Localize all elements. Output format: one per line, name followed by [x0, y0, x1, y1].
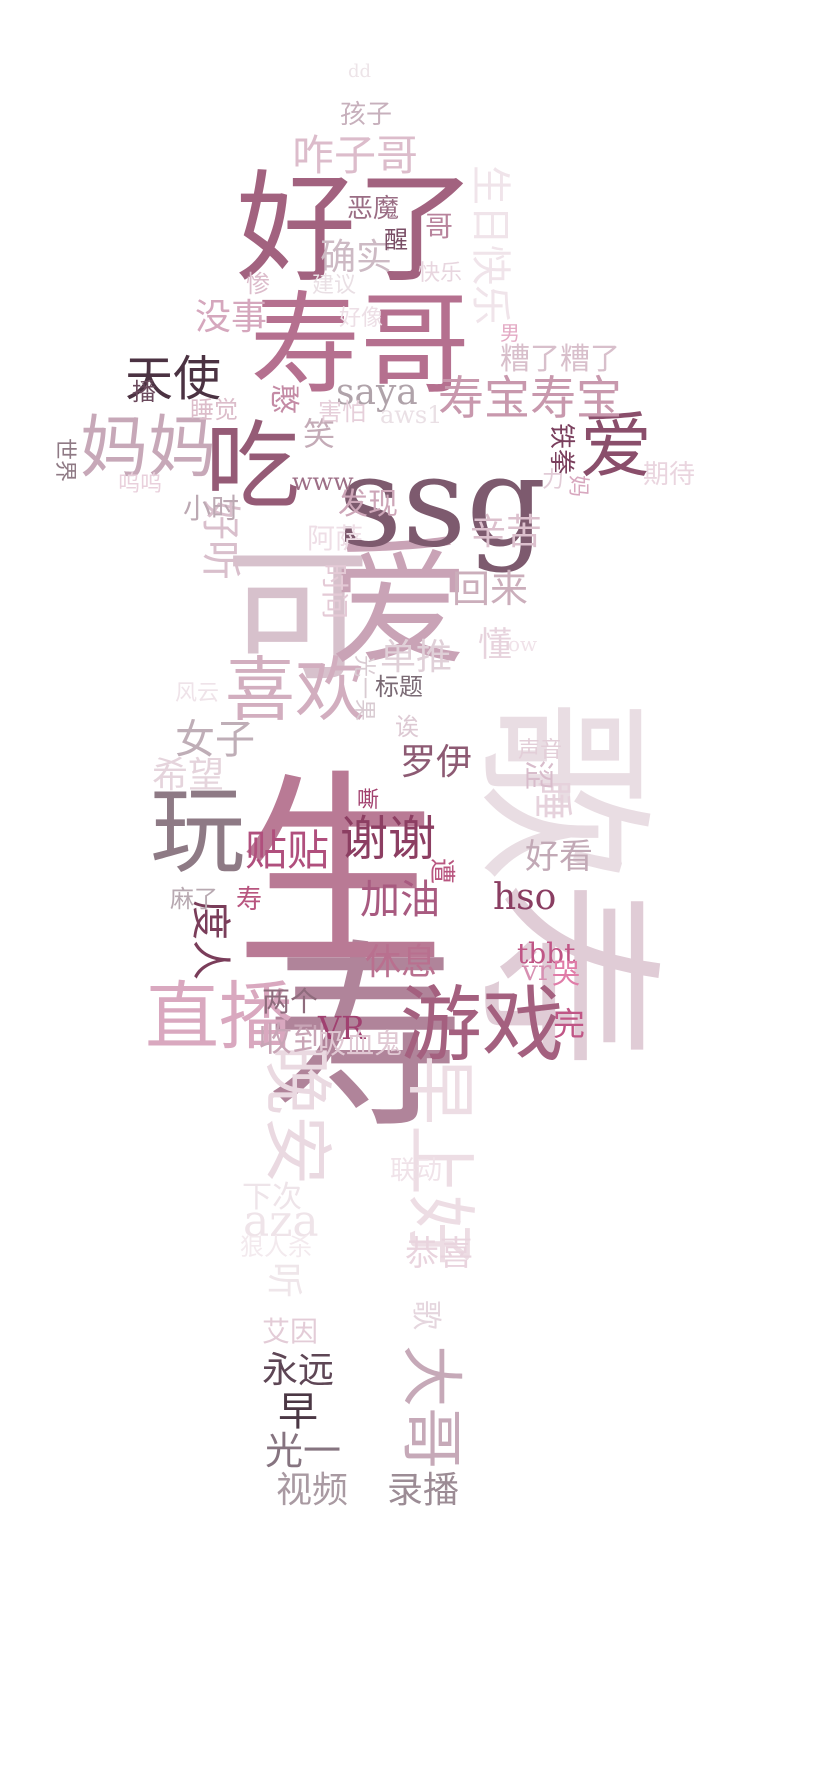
- cloud-word: 永远: [262, 1350, 335, 1391]
- cloud-word: 咋子哥: [292, 131, 419, 180]
- cloud-word: 直播: [145, 974, 293, 1060]
- cloud-word: aws1: [380, 401, 443, 429]
- cloud-word: 生日快乐: [467, 165, 513, 325]
- cloud-word: 完: [553, 1005, 586, 1043]
- cloud-word: 晚安: [256, 1045, 338, 1185]
- cloud-word: 女子: [175, 717, 255, 763]
- cloud-word: 害怕: [318, 398, 366, 426]
- cloud-word: 两个: [262, 985, 319, 1018]
- cloud-word: 涩: [520, 760, 555, 790]
- cloud-word: 大哥: [395, 1345, 468, 1470]
- cloud-word: 好了: [236, 160, 476, 299]
- cloud-word: 惨: [246, 270, 270, 298]
- cloud-word: 光一果: [351, 655, 376, 722]
- cloud-word: 罗伊: [400, 742, 473, 783]
- cloud-word: 快乐: [418, 261, 463, 286]
- cloud-word: 光一: [265, 1429, 342, 1473]
- cloud-word: 联动: [390, 1156, 443, 1186]
- cloud-word: dd: [348, 61, 372, 82]
- cloud-word: 寿: [236, 885, 263, 915]
- cloud-word: 狠人杀: [240, 1233, 312, 1261]
- cloud-word: 小时: [183, 492, 240, 525]
- cloud-word: VR: [318, 1009, 366, 1047]
- cloud-word: 嘶: [357, 788, 380, 813]
- cloud-word: 早: [278, 1389, 318, 1435]
- cloud-word: 恶魔: [347, 194, 400, 224]
- cloud-word: 加油: [360, 877, 440, 923]
- cloud-word: 天使: [125, 351, 222, 407]
- cloud-word: 诶: [395, 713, 419, 741]
- cloud-word: www: [292, 468, 354, 496]
- cloud-word: 风云: [175, 681, 220, 706]
- cloud-word: 单推: [380, 637, 453, 678]
- cloud-word: ow: [508, 632, 538, 656]
- cloud-word: 恭喜: [405, 1234, 473, 1274]
- cloud-word: 听: [263, 1262, 304, 1299]
- cloud-word: 下次: [242, 1180, 302, 1215]
- cloud-word: 爱: [580, 404, 653, 488]
- cloud-word: 录播: [387, 1470, 460, 1511]
- cloud-word: 时间: [318, 563, 351, 620]
- cloud-word: tbbt: [517, 937, 576, 970]
- cloud-word: 寿: [265, 923, 466, 1156]
- cloud-word: 寿哥: [250, 281, 470, 409]
- cloud-word: 寿宝寿宝: [438, 371, 622, 425]
- cloud-word: 视频: [276, 1470, 349, 1511]
- cloud-word: 吸血鬼: [318, 1027, 403, 1060]
- cloud-word: 歌: [408, 1300, 443, 1330]
- cloud-word: hso: [493, 877, 557, 918]
- cloud-word: 生: [235, 752, 446, 997]
- cloud-word: 好看: [525, 837, 593, 877]
- cloud-word: 游戏: [400, 978, 565, 1073]
- cloud-word: 世界: [52, 438, 77, 483]
- cloud-word: 遭: [426, 858, 456, 885]
- cloud-word: 爱: [330, 523, 471, 686]
- cloud-word: 糟了糟了: [500, 342, 620, 377]
- cloud-word: 没事: [195, 297, 268, 338]
- cloud-word: 声音: [518, 738, 563, 763]
- cloud-word: 麻了: [170, 885, 218, 913]
- cloud-word: 呜呜: [118, 472, 163, 497]
- cloud-word: 妈: [565, 475, 590, 498]
- cloud-word: 妈妈: [80, 409, 217, 488]
- cloud-word: 吃: [205, 412, 301, 522]
- cloud-word: 哭: [552, 957, 581, 990]
- cloud-word: saya: [336, 372, 418, 413]
- cloud-word: 辛苦: [470, 512, 543, 553]
- cloud-word: 艾因: [262, 1315, 319, 1348]
- cloud-word: 回来: [452, 567, 529, 611]
- cloud-word: 收到: [258, 1020, 326, 1060]
- cloud-word: 哥: [425, 210, 454, 243]
- cloud-word: 贴贴: [245, 826, 330, 875]
- cloud-word: 期待: [643, 460, 696, 490]
- cloud-word: 谢谢: [340, 811, 437, 867]
- cloud-word: 建议: [312, 273, 357, 298]
- cloud-word: 睡觉: [190, 396, 238, 424]
- cloud-word: 希望: [152, 755, 225, 796]
- cloud-word: aza: [243, 1196, 319, 1247]
- cloud-word: 男: [500, 321, 520, 345]
- cloud-word: 确实: [320, 237, 393, 278]
- cloud-word: 憨: [266, 384, 301, 414]
- cloud-word: 发现: [338, 487, 398, 522]
- cloud-word: 力: [542, 468, 565, 493]
- cloud-word: 阿萨: [307, 522, 364, 555]
- cloud-word: 休息: [365, 942, 438, 983]
- cloud-word: 玩: [150, 777, 246, 887]
- cloud-word: ssg: [338, 430, 547, 575]
- cloud-word: 喜欢: [225, 649, 365, 731]
- cloud-word: 可: [225, 533, 370, 702]
- cloud-word: 标题: [375, 673, 423, 701]
- cloud-word: 笑: [303, 415, 336, 453]
- cloud-word: 醒: [384, 226, 408, 254]
- cloud-word: 孩子: [340, 100, 393, 130]
- cloud-word: 好像: [339, 306, 384, 331]
- cloud-word: vr: [522, 954, 552, 987]
- cloud-word: 懂: [478, 625, 512, 665]
- cloud-word: 播: [132, 378, 156, 406]
